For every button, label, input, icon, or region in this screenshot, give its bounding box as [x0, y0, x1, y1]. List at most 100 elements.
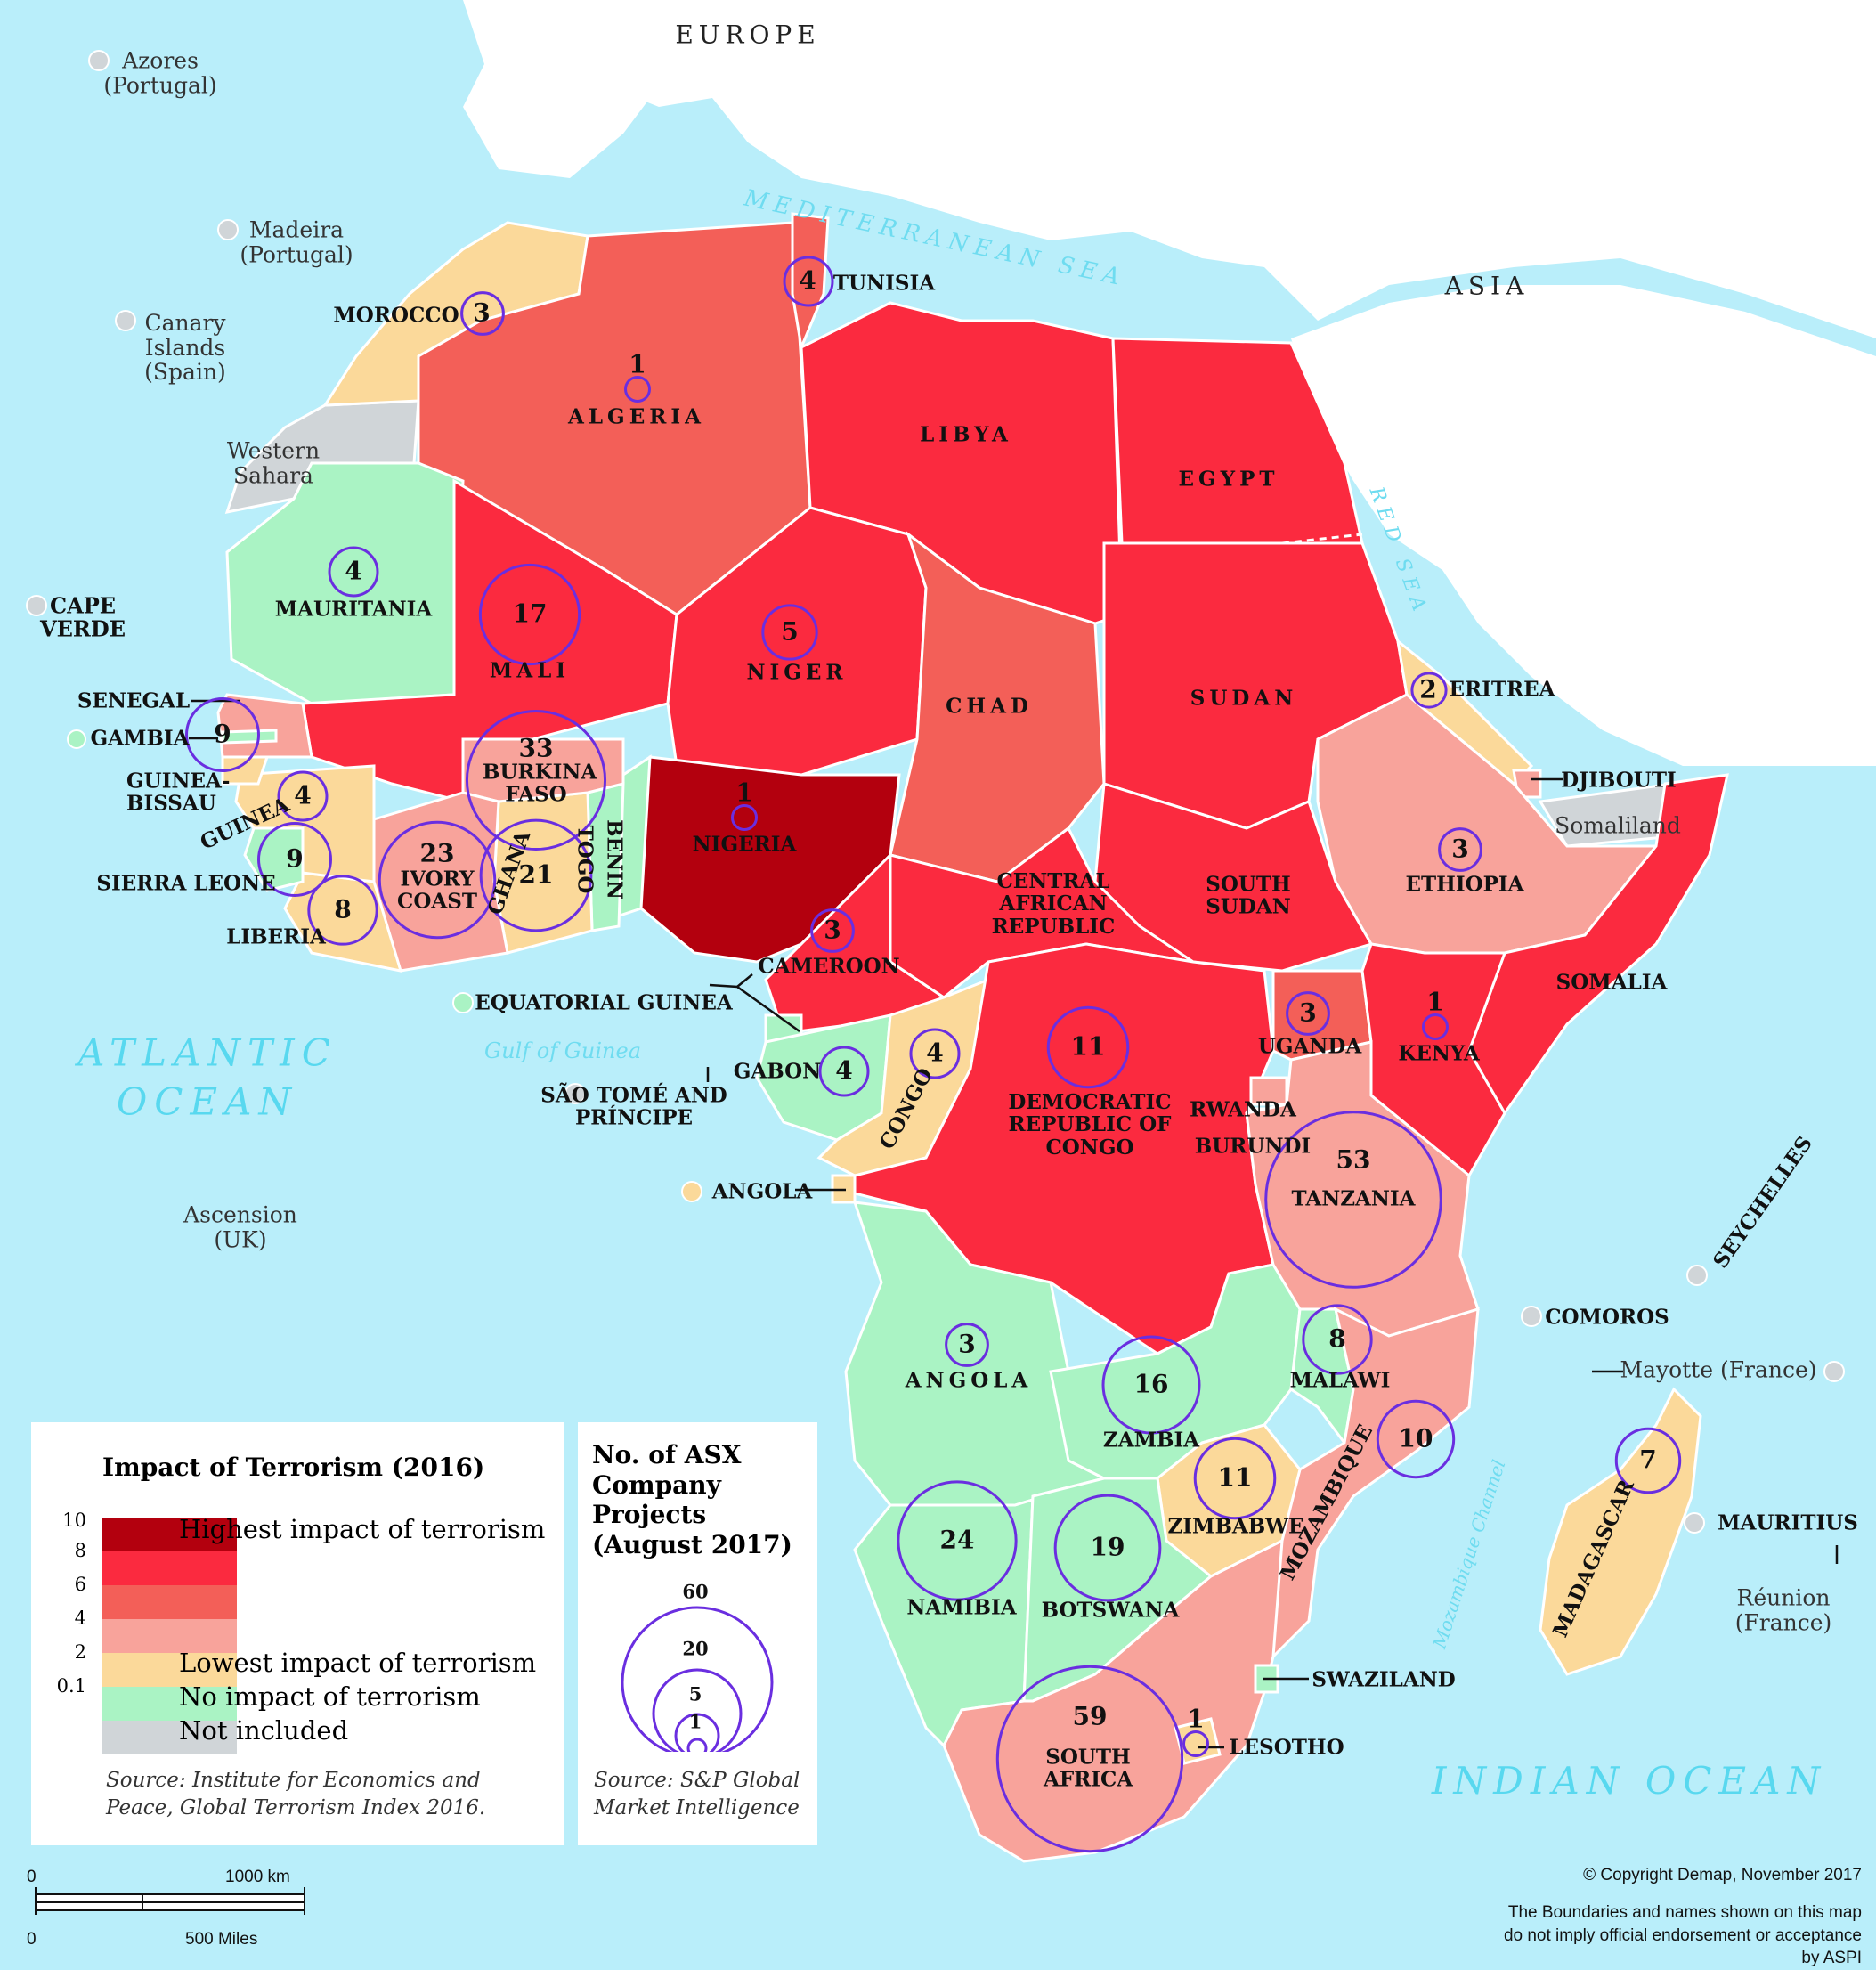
- bubble-legend-label-1: 1: [688, 1710, 702, 1733]
- bubble-gabon: [818, 1046, 870, 1097]
- terrorism-legend: Impact of Terrorism (2016) 10 8 6 4 2 0.…: [31, 1422, 564, 1845]
- bubble-count-mozambique: 10: [1398, 1423, 1433, 1453]
- bubble-count-morocco: 3: [473, 297, 491, 328]
- legend-swatch: [102, 1585, 237, 1619]
- label-south-africa: SOUTH AFRICA: [1044, 1745, 1133, 1792]
- bubble-niger: [761, 604, 818, 661]
- bubble-madagascar: [1614, 1427, 1682, 1494]
- bubble-mauritania: [328, 546, 379, 598]
- bubble-count-liberia: 8: [334, 894, 352, 924]
- bubble-count-lesotho: 1: [1187, 1704, 1205, 1734]
- label-indian-ocean: INDIAN OCEAN: [1431, 1758, 1828, 1803]
- label-gulf-of-guinea: Gulf of Guinea: [483, 1038, 642, 1063]
- bubble-count-nigeria: 1: [735, 777, 753, 808]
- label-morocco: MOROCCO: [333, 303, 459, 328]
- bubble-legend-label-20: 20: [682, 1637, 709, 1660]
- label-rwanda: RWANDA: [1190, 1097, 1296, 1122]
- bubble-legend-20: [652, 1668, 743, 1752]
- iberia-land: [463, 27, 677, 178]
- label-burkina: BURKINA FASO: [483, 760, 597, 807]
- bubble-lesotho: [1182, 1730, 1209, 1757]
- region-egypt: [1111, 337, 1364, 545]
- bubble-uganda: [1286, 991, 1330, 1036]
- label-chad: CHAD: [946, 694, 1033, 719]
- label-senegal: SENEGAL: [77, 688, 191, 713]
- bubble-count-mauritania: 4: [345, 556, 362, 586]
- bubble-liberia: [307, 875, 378, 946]
- bubble-morocco: [460, 291, 505, 336]
- scale-bar: [35, 1887, 305, 1915]
- label-car: CENTRAL AFRICAN REPUBLIC: [991, 869, 1116, 939]
- legend-swatch: [102, 1619, 237, 1653]
- bubble-count-ghana: 21: [518, 859, 554, 890]
- bubble-drc: [1046, 1005, 1130, 1089]
- sao-tome-dot: [564, 1083, 586, 1104]
- madeira-dot: [217, 219, 239, 240]
- legend-swatch: [102, 1551, 237, 1585]
- label-madeira: Madeira (Portugal): [240, 216, 353, 267]
- region-madagascar: [1539, 1387, 1702, 1676]
- label-burundi: BURUNDI: [1194, 1134, 1312, 1159]
- bubble-malawi: [1302, 1304, 1373, 1375]
- legend-label-lowest: Lowest impact of terrorism: [179, 1648, 537, 1678]
- bubble-count-south-africa: 59: [1072, 1701, 1108, 1731]
- bubble-count-zimbabwe: 11: [1217, 1462, 1253, 1493]
- bubble-count-botswana: 19: [1090, 1532, 1125, 1562]
- bubble-cameroon: [810, 908, 855, 953]
- legend-label-none: No impact of terrorism: [179, 1681, 481, 1712]
- label-europe: EUROPE: [675, 20, 821, 50]
- label-djibouti: DJIBOUTI: [1561, 768, 1677, 793]
- label-canary: Canary Islands (Spain): [144, 309, 226, 385]
- bubble-count-guinea: 4: [294, 780, 312, 810]
- label-tunisia: TUNISIA: [832, 271, 936, 296]
- eq-guinea-dot: [452, 992, 474, 1013]
- gambia-dot: [67, 729, 86, 749]
- bubble-legend-label-5: 5: [688, 1682, 702, 1705]
- legend-swatch: [102, 1687, 237, 1721]
- mauritius-dot: [1684, 1512, 1705, 1534]
- bubble-count-sierra: 9: [286, 843, 304, 874]
- label-sudan: SUDAN: [1190, 686, 1298, 711]
- bubble-count-namibia: 24: [939, 1525, 975, 1555]
- bubble-sierra: [257, 822, 332, 897]
- label-lesotho: LESOTHO: [1229, 1735, 1344, 1760]
- bubble-legend-source: Source: S&P Global Market Intelligence: [594, 1769, 800, 1820]
- canary-dot: [115, 310, 136, 331]
- label-nigeria: NIGERIA: [692, 832, 797, 857]
- bubble-count-malawi: 8: [1328, 1323, 1346, 1354]
- bubble-count-angola: 3: [958, 1329, 976, 1359]
- bubble-count-ivory: 23: [419, 838, 455, 868]
- bubble-count-algeria: 1: [629, 349, 646, 379]
- label-cape-verde: CAPE VERDE: [40, 592, 126, 642]
- label-botswana: BOTSWANA: [1041, 1598, 1180, 1623]
- bubble-nigeria: [731, 804, 758, 831]
- label-ethiopia: ETHIOPIA: [1405, 872, 1524, 897]
- legend-swatch: [102, 1518, 237, 1551]
- bubble-count-eritrea: 2: [1419, 674, 1437, 704]
- bubble-legend-circles: [621, 1606, 774, 1752]
- label-azores: Azores (Portugal): [103, 47, 217, 98]
- label-cameroon: CAMEROON: [758, 954, 900, 979]
- region-tunisia: [791, 212, 830, 353]
- label-libya: LIBYA: [920, 422, 1012, 447]
- label-reunion: Réunion (France): [1734, 1584, 1832, 1635]
- bubble-legend-5: [674, 1713, 720, 1752]
- bubble-count-cameroon: 3: [824, 915, 841, 945]
- bubble-legend-label-60: 60: [682, 1580, 709, 1603]
- label-angola-cabinda: ANGOLA: [711, 1179, 813, 1204]
- legend-swatch: [102, 1653, 237, 1687]
- bubble-count-drc: 11: [1070, 1031, 1106, 1062]
- disclaimer: The Boundaries and names shown on this m…: [1503, 1903, 1862, 1968]
- leader-lines: [189, 699, 1839, 1749]
- label-somaliland: Somaliland: [1555, 812, 1681, 839]
- label-ivory: IVORY COAST: [397, 867, 477, 914]
- label-ascension: Ascension (UK): [183, 1201, 297, 1252]
- halaib-dashed-border: [1281, 533, 1363, 545]
- scale-mi-zero: 0: [27, 1930, 37, 1949]
- bubble-count-ethiopia: 3: [1451, 834, 1469, 864]
- copyright: © Copyright Demap, November 2017: [1583, 1866, 1862, 1885]
- bubble-angola: [945, 1323, 989, 1367]
- bubble-count-tanzania: 53: [1336, 1144, 1371, 1175]
